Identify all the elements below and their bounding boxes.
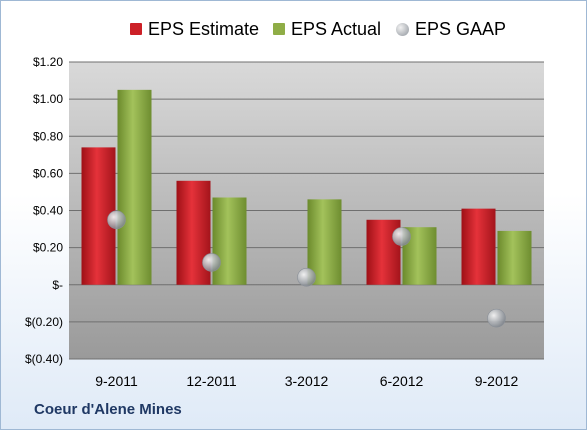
marker-eps-gaap (392, 227, 411, 246)
x-tick-label: 9-2011 (95, 373, 138, 389)
bar-eps-actual (117, 89, 152, 285)
y-tick-label: $1.00 (33, 92, 63, 106)
legend-item-eps-estimate: EPS Estimate (130, 16, 259, 42)
bar-eps-estimate (461, 208, 496, 285)
marker-eps-gaap (107, 210, 126, 230)
marker-eps-gaap (297, 268, 316, 287)
legend-label-actual: EPS Actual (291, 18, 382, 39)
legend-swatch-actual (273, 23, 285, 35)
legend-swatch-gaap (396, 22, 409, 36)
y-tick-label: $0.40 (33, 204, 63, 218)
y-tick-label: $(0.40) (25, 352, 63, 366)
y-tick-label: $0.80 (33, 129, 63, 143)
marker-eps-gaap (487, 308, 506, 328)
legend-label-estimate: EPS Estimate (148, 18, 260, 39)
y-tick-label: $(0.20) (25, 315, 63, 329)
y-tick-label: $0.20 (33, 241, 63, 255)
y-tick-label: $0.60 (33, 166, 63, 180)
company-name: Coeur d'Alene Mines (34, 401, 182, 418)
gaap-markers (107, 210, 506, 328)
chart-legend: EPS Estimate EPS Actual EPS GAAP (0, 16, 587, 42)
x-tick-label: 9-2012 (475, 373, 519, 389)
y-tick-label: $1.20 (33, 55, 63, 69)
legend-label-gaap: EPS GAAP (415, 18, 507, 39)
x-tick-label: 6-2012 (380, 373, 424, 389)
y-tick-label: $- (52, 278, 63, 292)
bar-eps-actual (497, 230, 532, 285)
bar-eps-actual (307, 199, 342, 285)
x-tick-label: 3-2012 (285, 373, 329, 389)
legend-swatch-estimate (130, 23, 142, 35)
y-axis-ticks: $1.20 $1.00 $0.80 $0.60 $0.40 $0.20 $- $(0.20) $… (25, 55, 63, 366)
legend-item-eps-gaap: EPS GAAP (396, 16, 506, 42)
legend-item-eps-actual: EPS Actual (273, 16, 381, 42)
bar-eps-actual (212, 197, 247, 285)
x-axis-ticks: 9-2011 12-2011 3-2012 6-2012 9-2012 (95, 373, 518, 389)
x-tick-label: 12-2011 (186, 373, 237, 389)
marker-eps-gaap (202, 253, 221, 272)
